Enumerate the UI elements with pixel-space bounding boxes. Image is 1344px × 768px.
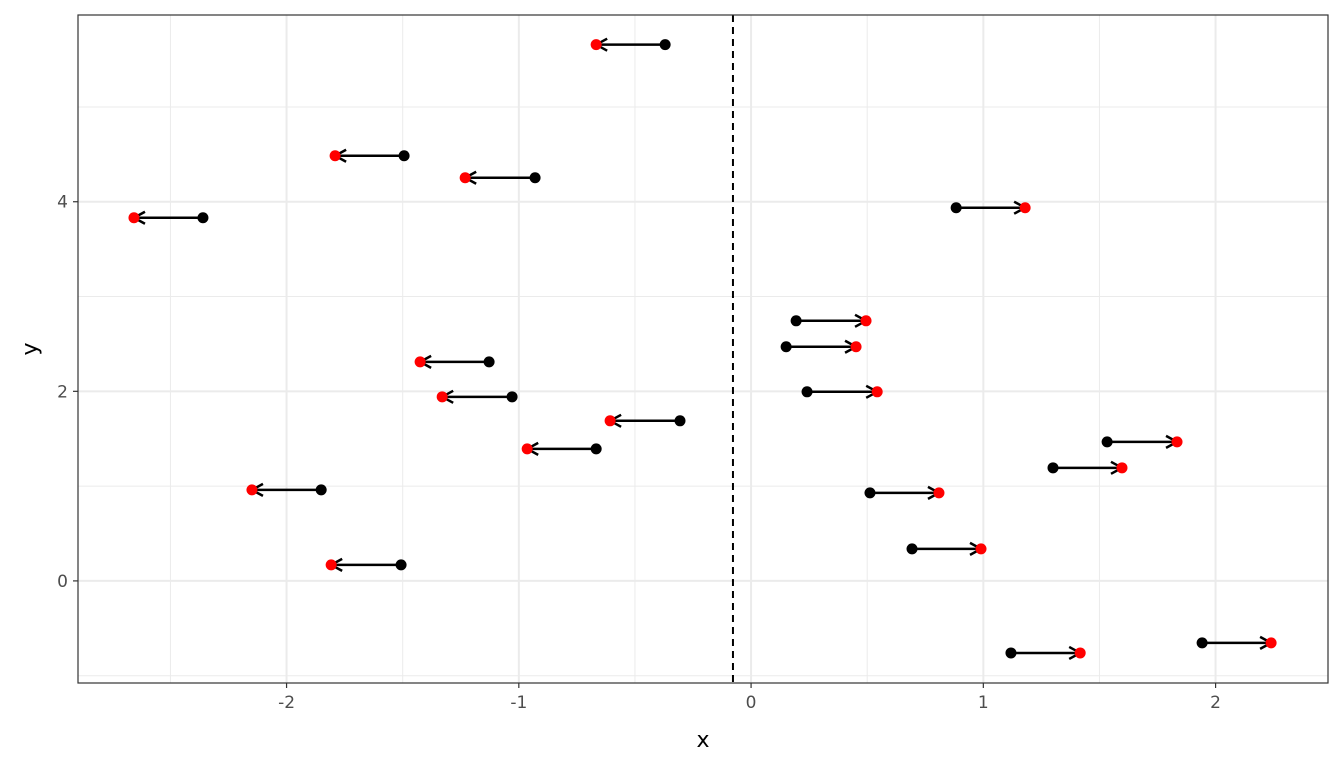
start-point	[801, 386, 813, 398]
end-point	[590, 39, 602, 51]
end-point	[1265, 637, 1277, 649]
start-point	[864, 487, 876, 499]
arrow-segment	[436, 389, 518, 404]
arrow-segment	[950, 200, 1031, 215]
arrow-segment	[1101, 434, 1183, 449]
arrow-segment	[329, 148, 410, 163]
y-tick-label: 0	[57, 572, 68, 592]
end-point	[128, 212, 140, 224]
x-tick-label: -2	[278, 693, 295, 713]
start-point	[674, 415, 686, 427]
start-point	[1101, 436, 1113, 448]
arrow-segment	[590, 37, 671, 52]
arrow-segment	[801, 384, 883, 399]
start-point	[529, 172, 541, 184]
start-point	[398, 150, 410, 162]
start-point	[197, 212, 209, 224]
y-tick-label: 2	[57, 382, 68, 402]
end-point	[933, 487, 945, 499]
grid	[78, 15, 1328, 683]
start-point	[950, 202, 962, 214]
arrow-segment	[459, 170, 541, 185]
arrow-segment	[325, 557, 407, 572]
start-point	[590, 443, 602, 455]
start-point	[790, 315, 802, 327]
arrow-segment	[864, 485, 945, 500]
start-point	[1196, 637, 1208, 649]
start-point	[506, 391, 518, 403]
x-tick-label: 1	[978, 693, 989, 713]
start-point	[315, 484, 327, 496]
arrow-segment	[780, 339, 862, 354]
end-point	[1074, 647, 1086, 659]
end-point	[975, 543, 987, 555]
arrow-segment	[128, 210, 209, 225]
end-point	[325, 559, 337, 571]
end-point	[436, 391, 448, 403]
start-point	[1047, 462, 1059, 474]
arrow-segment	[246, 482, 327, 498]
end-point	[604, 415, 616, 427]
end-point	[850, 341, 862, 353]
end-point	[459, 172, 471, 184]
start-point	[1005, 647, 1017, 659]
x-tick-label: 0	[746, 693, 757, 713]
start-point	[780, 341, 792, 353]
end-point	[871, 386, 883, 398]
end-point	[414, 356, 426, 368]
end-point	[860, 315, 872, 327]
end-point	[1116, 462, 1128, 474]
arrow-segment	[906, 541, 987, 556]
start-point	[483, 356, 495, 368]
x-tick-label: 2	[1210, 693, 1221, 713]
arrow-segment	[1047, 460, 1128, 475]
start-point	[659, 39, 671, 51]
arrow-segment	[1196, 635, 1277, 651]
arrow-segment	[521, 441, 602, 456]
plot-panel-border	[77, 14, 1329, 684]
start-point	[395, 559, 407, 571]
ticks: -2 -1 0 1 2 0 2 4	[57, 193, 1221, 713]
x-axis-label: x	[696, 728, 709, 753]
x-tick-label: -1	[510, 693, 527, 713]
y-tick-label: 4	[57, 193, 68, 213]
end-point	[1171, 436, 1183, 448]
y-axis-label: y	[18, 342, 43, 355]
end-point	[246, 484, 258, 496]
arrow-segment	[1005, 645, 1086, 661]
arrows	[128, 37, 1277, 661]
arrow-segment	[790, 313, 872, 328]
end-point	[521, 443, 533, 455]
arrow-segment	[604, 413, 686, 428]
arrow-segment	[414, 354, 495, 369]
end-point	[329, 150, 341, 162]
end-point	[1019, 202, 1031, 214]
start-point	[906, 543, 918, 555]
